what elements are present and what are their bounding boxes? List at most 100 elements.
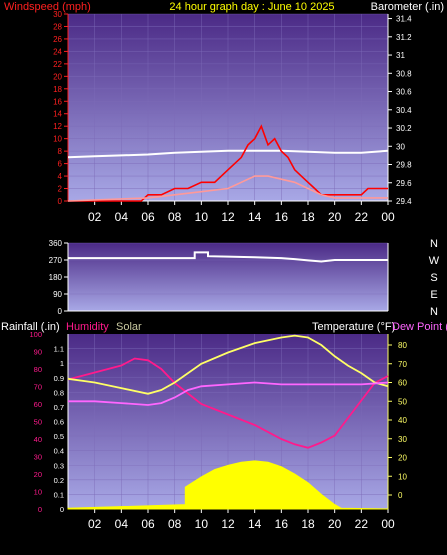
temperature-tick-label: 70 — [398, 360, 407, 369]
barometer-tick-label: 29.6 — [396, 179, 412, 188]
panel1-series-line-1 — [68, 124, 388, 202]
panel3-x-tick-label: 16 — [275, 517, 289, 531]
panel1-x-tick-label: 08 — [168, 210, 182, 224]
panel3-x-tick-label: 18 — [301, 517, 315, 531]
compass-label: W — [429, 255, 440, 267]
temperature-tick-label: 50 — [398, 397, 407, 406]
temperature-tick-label: 30 — [398, 435, 407, 444]
humidity-tick-label: 40 — [34, 435, 42, 444]
panel1-x-tick-label: 06 — [141, 210, 155, 224]
windspeed-tick-label: 14 — [53, 110, 62, 119]
direction-tick-label: 90 — [53, 290, 62, 299]
direction-tick-label: 360 — [49, 239, 63, 248]
rainfall-tick-label: 0.6 — [54, 418, 64, 427]
windspeed-tick-label: 28 — [53, 22, 62, 31]
windspeed-tick-label: 18 — [53, 85, 62, 94]
barometer-tick-label: 30.8 — [396, 69, 412, 78]
solar-area — [67, 460, 389, 510]
panel1-x-tick-label: 12 — [221, 210, 235, 224]
dew-point-axis-label: Dew Point ( — [392, 321, 447, 333]
panel3-x-tick-label: 04 — [115, 517, 129, 531]
humidity-line — [67, 357, 389, 449]
temperature-axis-label: Temperature (°F) — [312, 321, 395, 333]
windspeed-tick-label: 12 — [53, 122, 62, 131]
panel3-x-tick-label: 20 — [328, 517, 342, 531]
rainfall-tick-label: 1 — [60, 359, 64, 368]
panel1-x-tick-label: 14 — [248, 210, 262, 224]
temperature-tick-label: 60 — [398, 379, 407, 388]
panel1-x-tick-label: 04 — [115, 210, 129, 224]
temperature-tick-label: 0 — [398, 491, 403, 500]
compass-label: E — [430, 289, 437, 301]
humidity-tick-label: 60 — [34, 400, 42, 409]
humidity-tick-label: 10 — [34, 488, 42, 497]
windspeed-tick-label: 24 — [53, 47, 62, 56]
compass-label: N — [430, 306, 438, 318]
barometer-tick-label: 30 — [396, 142, 405, 151]
panel1-series-line-2 — [67, 175, 388, 202]
rainfall-tick-label: 0.5 — [54, 432, 64, 441]
temperature-tick-label: 80 — [398, 341, 407, 350]
rainfall-tick-label: 0.8 — [54, 388, 64, 397]
windspeed-tick-label: 0 — [58, 197, 63, 206]
barometer-tick-label: 31.2 — [396, 33, 412, 42]
rainfall-tick-label: 0.7 — [54, 403, 64, 412]
compass-label: S — [430, 272, 437, 284]
graph-title: 24 hour graph day : June 10 2025 — [169, 1, 334, 13]
rainfall-tick-label: 0 — [60, 505, 64, 514]
humidity-tick-label: 100 — [29, 330, 42, 339]
windspeed-tick-label: 22 — [53, 60, 62, 69]
barometer-tick-label: 31.4 — [396, 15, 412, 24]
panel1-x-tick-label: 16 — [275, 210, 289, 224]
temperature-line — [67, 334, 389, 395]
temperature-tick-label: 10 — [398, 472, 407, 481]
humidity-tick-label: 70 — [34, 383, 42, 392]
panel3-x-tick-label: 06 — [141, 517, 155, 531]
direction-tick-label: 180 — [49, 273, 63, 282]
panel1-x-tick-label: 00 — [381, 210, 395, 224]
humidity-axis-label: Humidity — [66, 321, 109, 333]
humidity-tick-label: 0 — [38, 505, 42, 514]
barometer-tick-label: 30.2 — [396, 124, 412, 133]
windspeed-tick-label: 8 — [58, 147, 63, 156]
rainfall-tick-label: 0.4 — [54, 447, 64, 456]
rainfall-tick-label: 0.9 — [54, 374, 64, 383]
windspeed-tick-label: 6 — [58, 160, 63, 169]
rainfall-tick-label: 1.1 — [54, 345, 64, 354]
barometer-tick-label: 30.6 — [396, 88, 412, 97]
panel1-x-tick-label: 18 — [301, 210, 315, 224]
panel1-series-line-0 — [67, 149, 389, 159]
barometer-axis-label: Barometer (.in) — [371, 1, 444, 13]
windspeed-tick-label: 4 — [58, 172, 63, 181]
windspeed-axis-label: Windspeed (mph) — [4, 1, 91, 13]
humidity-tick-label: 80 — [34, 365, 42, 374]
wind-direction-line — [68, 251, 388, 263]
panel1-x-tick-label: 22 — [355, 210, 369, 224]
panel3-x-tick-label: 02 — [88, 517, 102, 531]
panel1-x-tick-label: 02 — [88, 210, 102, 224]
barometer-tick-label: 29.8 — [396, 161, 412, 170]
barometer-tick-label: 31 — [396, 51, 405, 60]
humidity-tick-label: 30 — [34, 453, 42, 462]
panel1-x-tick-label: 10 — [195, 210, 209, 224]
temperature-tick-label: 20 — [398, 454, 407, 463]
panel1-x-tick-label: 20 — [328, 210, 342, 224]
barometer-tick-label: 30.4 — [396, 106, 412, 115]
direction-tick-label: 270 — [49, 256, 63, 265]
rainfall-tick-label: 0.3 — [54, 461, 64, 470]
windspeed-tick-label: 2 — [58, 185, 63, 194]
panel3-x-tick-label: 22 — [355, 517, 369, 531]
windspeed-tick-label: 16 — [53, 97, 62, 106]
barometer-tick-label: 29.4 — [396, 197, 412, 206]
windspeed-tick-label: 10 — [53, 135, 62, 144]
direction-tick-label: 0 — [58, 307, 63, 316]
panel3-x-tick-label: 08 — [168, 517, 182, 531]
windspeed-tick-label: 26 — [53, 35, 62, 44]
panel3-x-tick-label: 14 — [248, 517, 262, 531]
windspeed-tick-label: 20 — [53, 72, 62, 81]
rainfall-axis-label: Rainfall (.in) — [1, 321, 60, 333]
rainfall-tick-label: 0.2 — [54, 476, 64, 485]
panel3-x-tick-label: 00 — [381, 517, 395, 531]
